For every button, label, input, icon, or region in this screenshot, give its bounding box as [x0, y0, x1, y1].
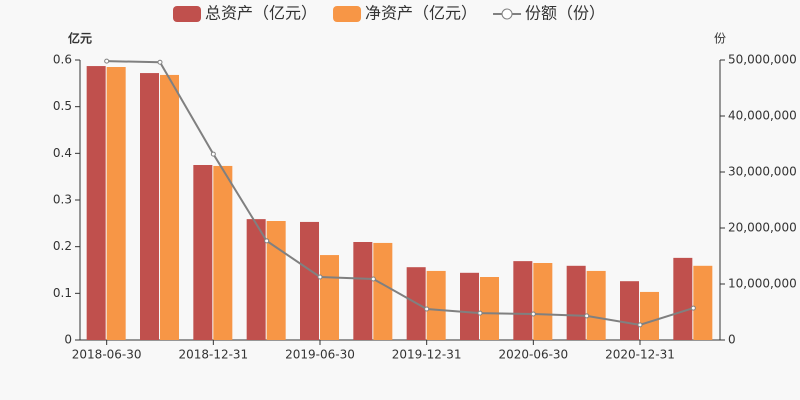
- legend-label: 净资产（亿元）: [365, 4, 477, 23]
- y-tick-label: 0.6: [53, 53, 72, 67]
- bar: [300, 221, 319, 340]
- line-marker: [210, 151, 216, 157]
- bar: [140, 73, 159, 341]
- line-marker: [424, 306, 430, 312]
- bar: [640, 291, 659, 340]
- bar: [693, 265, 713, 340]
- x-tick-label: 2019-06-30: [285, 348, 355, 362]
- y-tick-label: 0: [64, 333, 72, 347]
- line-marker: [317, 274, 323, 280]
- bar: [513, 261, 533, 340]
- y2-tick-label: 20,000,000: [728, 221, 797, 235]
- line-marker: [530, 311, 536, 317]
- bar: [566, 265, 586, 340]
- line-marker: [690, 305, 696, 311]
- y2-tick-label: 10,000,000: [728, 277, 797, 291]
- y2-unit: 份: [714, 32, 726, 46]
- bar: [460, 272, 479, 340]
- bar: [426, 270, 446, 340]
- line-marker: [584, 313, 590, 319]
- bar: [213, 165, 233, 340]
- line-marker: [157, 59, 163, 65]
- y2-tick-label: 40,000,000: [728, 109, 797, 123]
- legend: 总资产（亿元） 净资产（亿元） 份额（份）: [173, 4, 605, 23]
- bar: [160, 74, 179, 340]
- bar: [266, 221, 286, 340]
- line: [106, 60, 694, 326]
- y-unit: 亿元: [68, 31, 92, 46]
- bar: [193, 165, 213, 340]
- y2-tick-label: 30,000,000: [728, 165, 797, 179]
- bar: [320, 255, 339, 340]
- bar: [673, 257, 693, 340]
- line-marker: [104, 58, 110, 64]
- x-tick-label: 2019-12-31: [392, 348, 462, 362]
- y-tick-label: 0.2: [53, 239, 72, 253]
- y-tick-label: 0.3: [53, 193, 72, 207]
- y-tick-label: 0.4: [53, 146, 72, 160]
- y-tick-label: 0.5: [53, 99, 72, 113]
- line-marker: [637, 322, 643, 328]
- bar: [533, 263, 553, 340]
- bar: [373, 242, 393, 340]
- bar: [353, 242, 373, 340]
- y-tick-label: 0.1: [53, 286, 72, 300]
- legend-symbol: [501, 8, 513, 20]
- bar: [586, 270, 606, 340]
- legend-symbol: [173, 6, 201, 22]
- bar: [480, 277, 499, 340]
- y2-tick-label: 0: [728, 333, 736, 347]
- legend-label: 总资产（亿元）: [205, 4, 317, 23]
- bar: [246, 219, 266, 340]
- x-tick-label: 2020-12-31: [605, 348, 675, 362]
- x-tick-label: 2020-06-30: [498, 348, 568, 362]
- x-tick-label: 2018-06-30: [72, 348, 142, 362]
- bar: [620, 281, 639, 340]
- bar: [86, 66, 106, 341]
- line-marker: [264, 238, 270, 244]
- legend-label: 份额（份）: [525, 4, 605, 23]
- legend-symbol: [333, 6, 362, 22]
- line-marker: [477, 310, 483, 316]
- x-tick-label: 2018-12-31: [178, 348, 248, 362]
- bar: [106, 67, 126, 340]
- line-marker: [370, 276, 376, 282]
- y2-tick-label: 50,000,000: [728, 53, 797, 67]
